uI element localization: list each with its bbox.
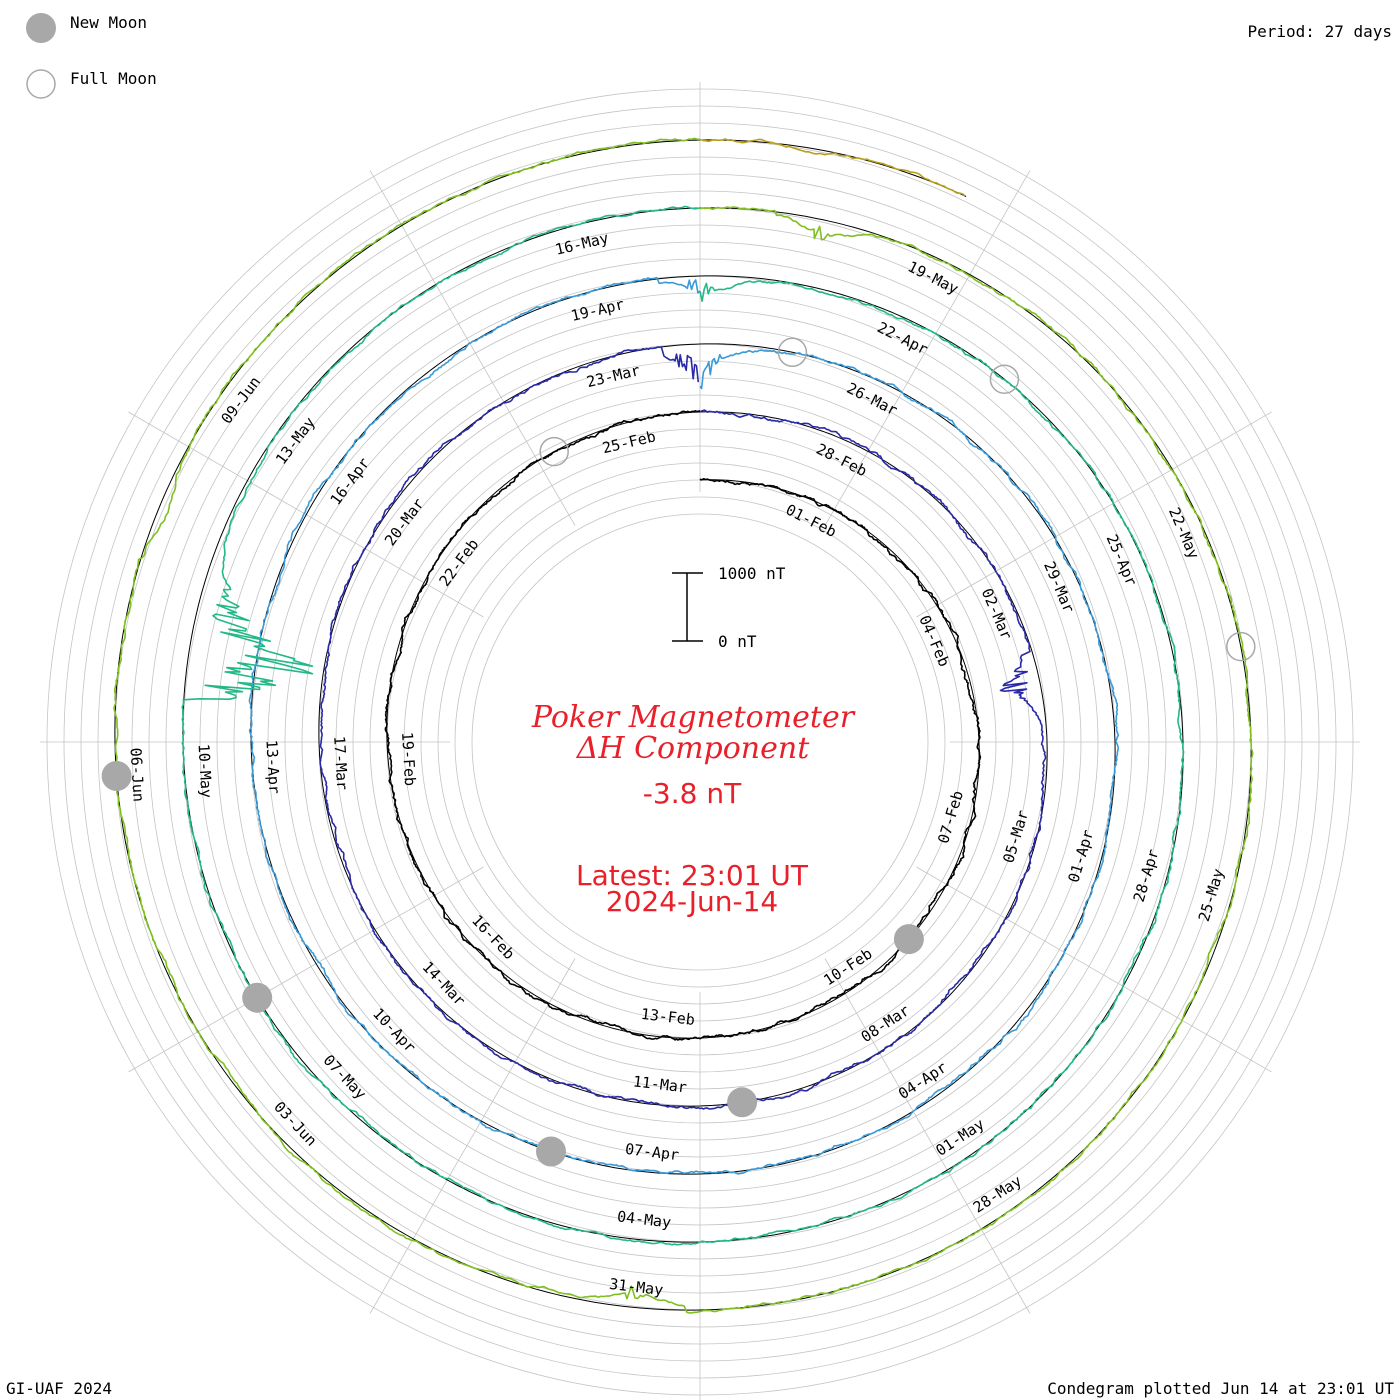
date-label: 16-May [553,229,610,259]
full-moon-marker [989,364,1020,394]
new-moon-marker [893,924,924,955]
grid-spoke [369,958,576,1314]
date-label: 04-Apr [895,1058,950,1103]
grid-spoke [916,866,1272,1073]
latest-date: 2024-Jun-14 [606,885,778,918]
date-label: 19-Feb [398,731,419,786]
date-label: 10-May [194,743,215,798]
date-label: 09-Jun [217,373,264,427]
grid-ring [454,496,946,988]
date-label: 28-May [970,1172,1025,1217]
date-label: 16-Apr [326,454,373,508]
magnetometer-trace-cycle-4 [181,205,1185,1246]
date-label: 16-Feb [468,911,518,963]
new-moon-marker [536,1136,566,1167]
date-label: 08-Mar [858,1001,913,1046]
date-label: 11-Mar [632,1072,688,1096]
latest-time: Latest: 23:01 UT [576,859,809,892]
grid-spoke [916,411,1272,618]
magnetometer-trace-cycle-3 [248,276,1120,1175]
date-label: 22-Apr [874,318,930,358]
new-moon-marker [101,761,132,791]
date-label: 13-Apr [262,739,283,794]
date-label: 10-Feb [820,944,875,989]
moon-marker-layer [101,337,1256,1167]
date-label: 10-Apr [369,1005,419,1057]
date-label: 29-Mar [1040,559,1078,616]
date-label: 22-May [1165,505,1203,562]
date-label: 26-Mar [844,379,900,419]
date-label: 06-Jun [127,747,148,802]
full-moon-legend-icon [26,69,56,99]
credit-right: Condegram plotted Jun 14 at 23:01 UT [1047,1379,1394,1398]
chart-title-line1: Poker Magnetometer [531,700,856,735]
full-moon-legend-label: Full Moon [70,69,157,88]
center-text: Poker Magnetometer ΔH Component -3.8 nT … [531,700,856,918]
scale-bar-bottom-label: 0 nT [718,632,757,651]
date-label: 17-Mar [330,735,351,790]
date-label: 07-Apr [624,1140,680,1164]
grid-spoke [369,170,576,526]
date-label: 13-Feb [640,1005,696,1029]
date-label: 25-Feb [601,427,658,457]
new-moon-legend-label: New Moon [70,13,147,32]
magnetometer-trace-cycle-5 [113,137,1254,1314]
date-label: 14-Mar [419,958,469,1010]
date-label: 02-Mar [978,586,1016,643]
date-label: 03-Jun [270,1098,320,1150]
date-label: 19-May [905,258,961,298]
magnetometer-trace-cycle-2 [319,346,1047,1110]
scale-bar-top-label: 1000 nT [718,564,786,583]
date-label: 31-May [608,1275,664,1299]
magnetometer-trace-cycle-1 [384,410,982,1041]
chart-title-line2: ΔH Component [576,731,810,766]
date-label: 22-Feb [436,535,483,589]
magnetometer-trace-cycle-6 [699,138,966,197]
date-label: 01-Feb [783,501,839,541]
credit-left: GI-UAF 2024 [6,1379,112,1398]
trace-layer [113,137,1254,1314]
new-moon-marker [242,982,273,1013]
grid-spoke [824,958,1031,1314]
legend: New Moon Full Moon [26,13,157,99]
date-label: 23-Mar [585,361,642,391]
full-moon-marker [539,436,569,467]
full-moon-marker [1226,631,1256,662]
scale-bar: 1000 nT 0 nT [672,564,786,651]
new-moon-legend-icon [26,13,56,43]
full-moon-marker [777,337,808,368]
date-label: 07-May [320,1051,370,1103]
grid-spoke [128,866,484,1073]
new-moon-marker [727,1087,758,1118]
current-value: -3.8 nT [643,777,742,810]
grid-spoke [824,170,1031,526]
grid-ring [471,513,929,971]
period-label: Period: 27 days [1248,22,1393,41]
date-label: 13-May [272,414,319,468]
date-label: 20-Mar [381,495,428,549]
date-label: 01-May [932,1115,987,1160]
date-label: 19-Apr [569,295,626,325]
date-label: 04-May [616,1207,672,1231]
